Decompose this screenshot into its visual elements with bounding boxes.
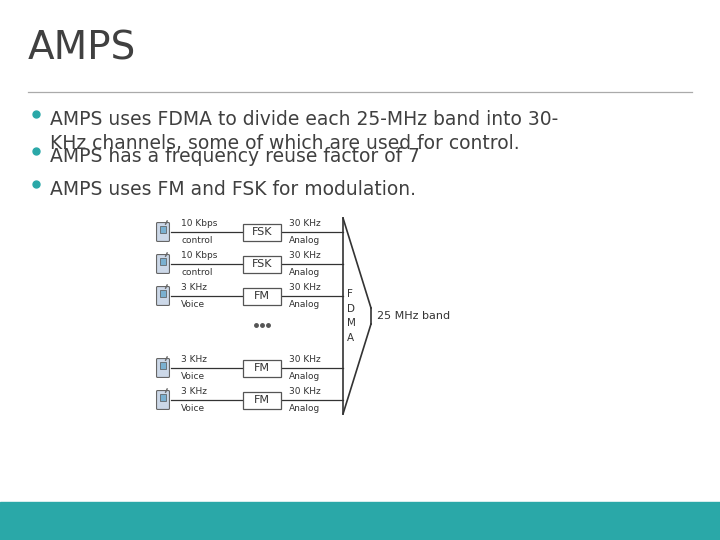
Text: 30 KHz: 30 KHz — [289, 219, 320, 228]
Text: FSK: FSK — [252, 259, 272, 269]
Text: 3 KHz: 3 KHz — [181, 283, 207, 292]
FancyBboxPatch shape — [160, 226, 166, 233]
FancyBboxPatch shape — [243, 287, 281, 305]
Text: M: M — [347, 319, 356, 328]
FancyBboxPatch shape — [243, 360, 281, 376]
Text: Analog: Analog — [289, 268, 320, 277]
Text: FM: FM — [254, 395, 270, 405]
FancyBboxPatch shape — [156, 359, 169, 377]
Text: 30 KHz: 30 KHz — [289, 283, 320, 292]
Text: 30 KHz: 30 KHz — [289, 387, 320, 396]
Text: 3 KHz: 3 KHz — [181, 387, 207, 396]
Text: Voice: Voice — [181, 372, 205, 381]
FancyBboxPatch shape — [156, 390, 169, 409]
Text: D: D — [347, 303, 355, 314]
Text: AMPS has a frequency reuse factor of 7: AMPS has a frequency reuse factor of 7 — [50, 147, 420, 166]
Text: A: A — [347, 333, 354, 343]
Text: Voice: Voice — [181, 300, 205, 309]
Text: Analog: Analog — [289, 372, 320, 381]
Text: FSK: FSK — [252, 227, 272, 237]
Text: 10 Kbps: 10 Kbps — [181, 251, 217, 260]
Text: Analog: Analog — [289, 300, 320, 309]
FancyBboxPatch shape — [156, 254, 169, 273]
Text: FM: FM — [254, 363, 270, 373]
Text: 30 KHz: 30 KHz — [289, 251, 320, 260]
Text: 10 Kbps: 10 Kbps — [181, 219, 217, 228]
Text: FM: FM — [254, 291, 270, 301]
FancyBboxPatch shape — [160, 394, 166, 401]
Text: AMPS uses FDMA to divide each 25-MHz band into 30-
KHz channels, some of which a: AMPS uses FDMA to divide each 25-MHz ban… — [50, 110, 558, 153]
Text: F: F — [347, 289, 353, 299]
Text: control: control — [181, 236, 212, 245]
Text: Voice: Voice — [181, 404, 205, 413]
FancyBboxPatch shape — [160, 291, 166, 296]
Text: Analog: Analog — [289, 404, 320, 413]
FancyBboxPatch shape — [160, 362, 166, 369]
FancyBboxPatch shape — [243, 255, 281, 273]
FancyBboxPatch shape — [160, 259, 166, 265]
Text: AMPS uses FM and FSK for modulation.: AMPS uses FM and FSK for modulation. — [50, 180, 416, 199]
Text: 30 KHz: 30 KHz — [289, 355, 320, 364]
FancyBboxPatch shape — [243, 224, 281, 240]
Text: control: control — [181, 268, 212, 277]
Bar — [0, 502, 720, 540]
FancyBboxPatch shape — [156, 222, 169, 241]
FancyBboxPatch shape — [156, 287, 169, 306]
FancyBboxPatch shape — [243, 392, 281, 408]
Text: AMPS: AMPS — [28, 30, 136, 68]
Text: Analog: Analog — [289, 236, 320, 245]
Text: 25 MHz band: 25 MHz band — [377, 311, 450, 321]
Text: 3 KHz: 3 KHz — [181, 355, 207, 364]
